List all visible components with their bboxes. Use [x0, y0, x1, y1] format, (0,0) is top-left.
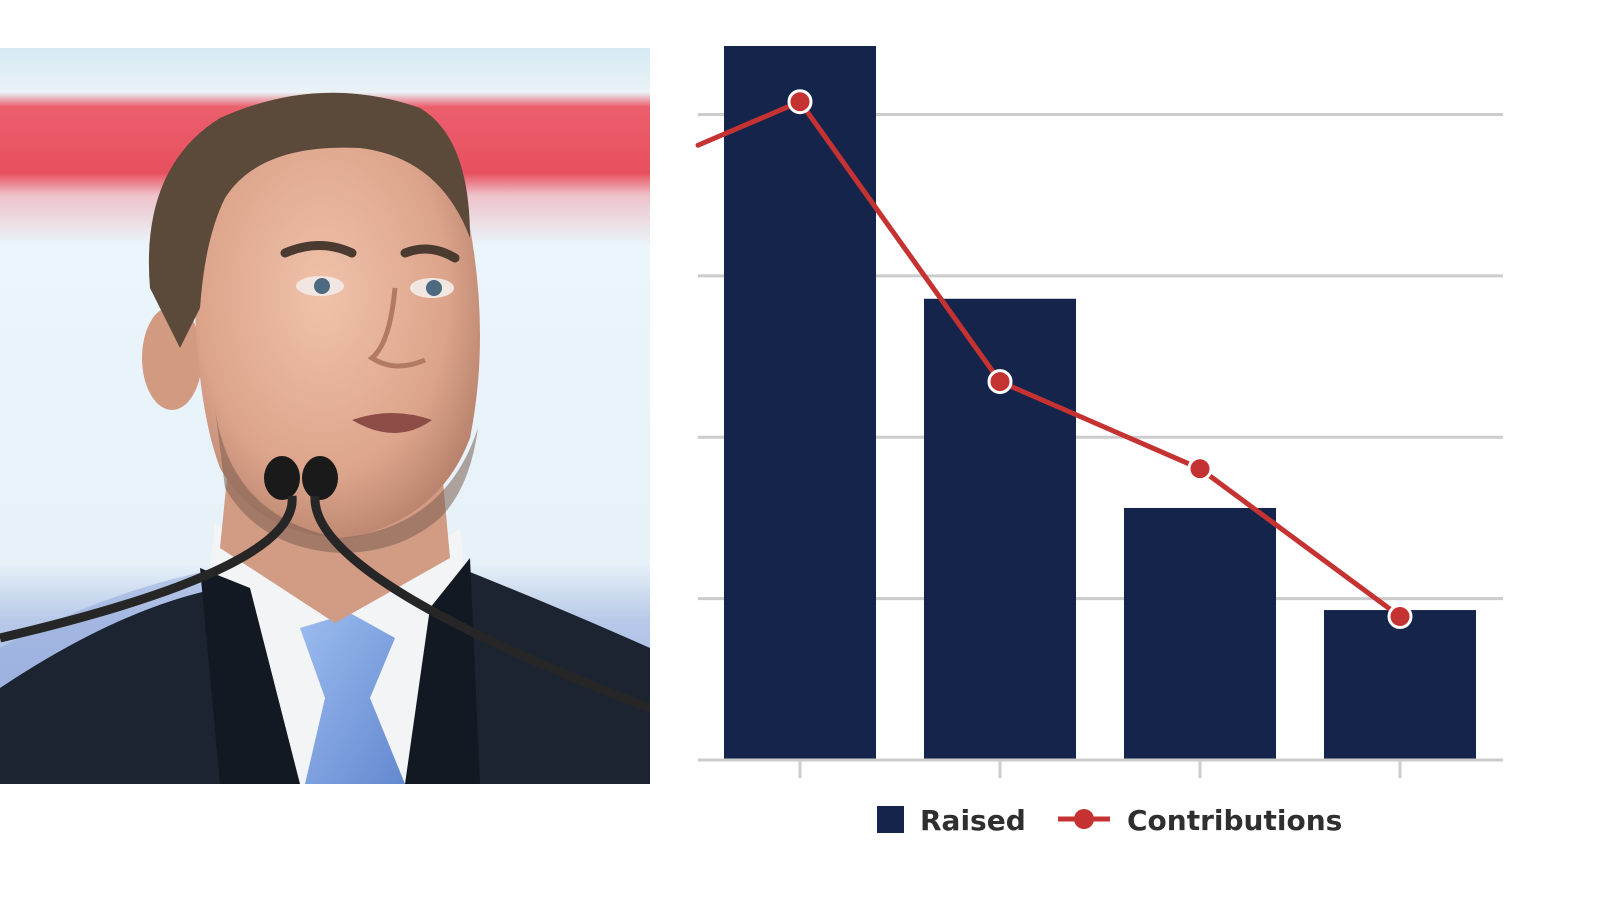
bar-series: [724, 46, 1476, 760]
bar-raised-1: [724, 46, 876, 760]
point-contributions-1: [787, 89, 813, 115]
face: [194, 119, 480, 538]
point-contributions-3: [1187, 456, 1213, 482]
point-contributions-2: [987, 369, 1013, 395]
x-axis: [698, 758, 1503, 778]
necktie: [300, 613, 405, 784]
legend: Raised Contributions: [877, 804, 1342, 837]
legend-label-raised: Raised: [920, 804, 1026, 837]
chart-canvas: Raised Contributions: [695, 46, 1503, 837]
legend-marker-contributions: [1074, 809, 1094, 829]
line-series: [695, 89, 1413, 629]
microphone-icon: [264, 456, 300, 500]
bar-raised-4: [1324, 610, 1476, 760]
hair: [148, 92, 470, 348]
fundraising-chart: Raised Contributions: [690, 0, 1600, 900]
legend-label-contributions: Contributions: [1127, 804, 1342, 837]
speaker-photo: [0, 48, 650, 784]
bar-raised-3: [1124, 507, 1276, 760]
speaker-photo-illustration: [0, 48, 650, 784]
point-contributions-4: [1387, 603, 1413, 629]
legend-swatch-raised: [877, 806, 904, 833]
bar-raised-2: [924, 298, 1076, 760]
microphone-stand: [0, 495, 297, 643]
